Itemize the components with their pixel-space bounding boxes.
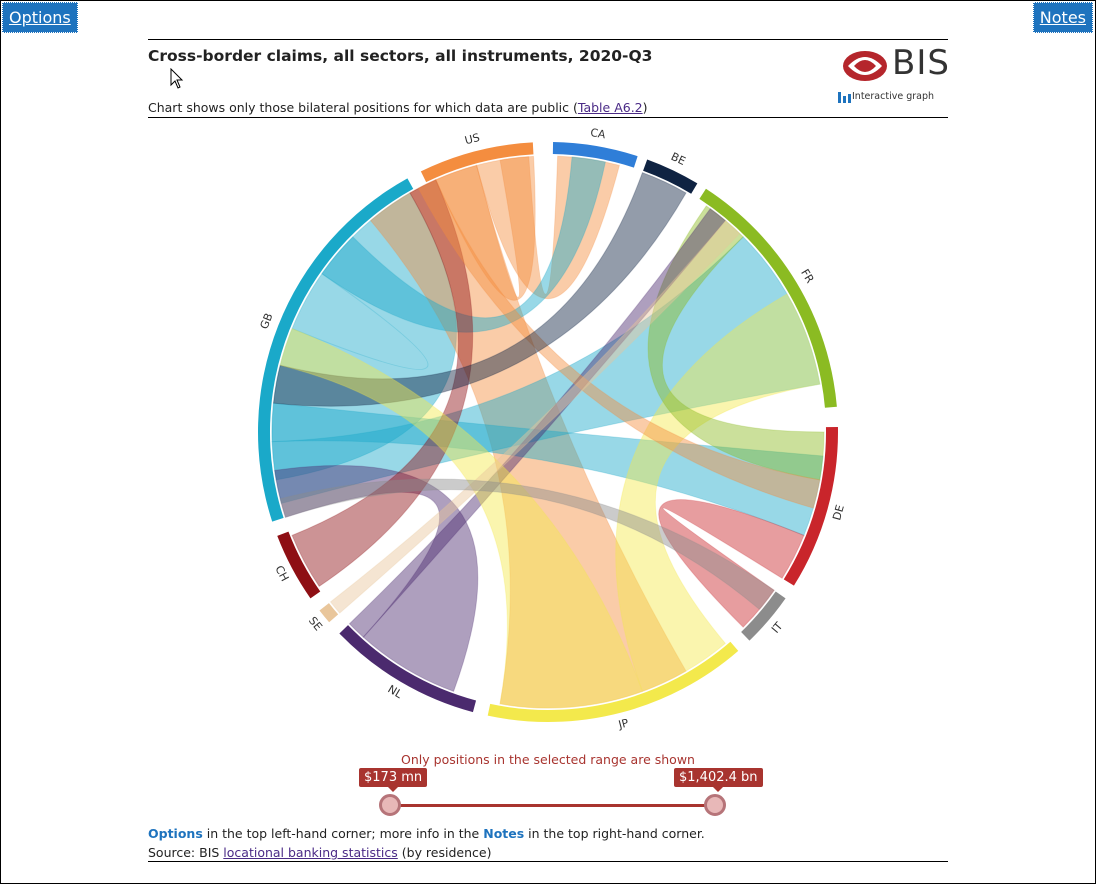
label-fr: FR [798,267,817,286]
ribbon-us-jp[interactable] [369,164,687,709]
mouse-cursor-icon [170,68,184,89]
range-caption: Only positions in the selected range are… [401,752,695,767]
arc-se[interactable] [319,603,339,623]
ribbon-gb-gb[interactable] [271,192,457,481]
bis-logo: BIS Interactive graph [838,43,950,110]
arc-fr[interactable] [699,188,837,408]
range-min-label: $173 mn [359,768,428,792]
footer-end: in the top right-hand corner. [524,826,705,841]
arc-ch[interactable] [277,531,321,599]
ribbon-us-us[interactable] [435,155,536,301]
interactive-graph-label: Interactive graph [852,91,935,102]
label-be: BE [669,150,688,168]
header-top-rule [148,39,948,40]
notes-button[interactable]: Notes [1032,2,1093,33]
chart-subtitle: Chart shows only those bilateral positio… [148,100,648,115]
footer-source: Source: BIS locational banking statistic… [148,845,491,860]
ribbon-ch-us[interactable] [291,179,474,588]
arc-gb[interactable] [258,178,414,522]
ribbon-jp-fr[interactable] [615,293,821,692]
arc-nl[interactable] [339,625,477,713]
arc-be[interactable] [643,159,698,194]
ribbon-gb-fr[interactable] [271,236,821,505]
footer-help: Options in the top left-hand corner; mor… [148,826,705,841]
label-de: DE [830,503,847,521]
ribbon-gb-ca[interactable] [321,156,606,333]
interactive-graph-icon [838,92,851,103]
footer-options-word: Options [148,826,203,841]
range-min-handle[interactable] [379,794,401,816]
source-prefix: Source: BIS [148,845,224,860]
arc-de[interactable] [783,426,838,586]
source-link[interactable]: locational banking statistics [223,845,398,860]
ribbon-nl-gb[interactable] [274,464,479,692]
range-max-handle[interactable] [704,794,726,816]
label-it: IT [769,620,786,636]
options-button[interactable]: Options [2,2,78,33]
header-bottom-rule [148,117,948,118]
chart-title: Cross-border claims, all sectors, all in… [148,47,653,65]
subtitle-text: Chart shows only those bilateral positio… [148,100,578,115]
ribbon-be-gb[interactable] [272,172,687,407]
arc-ca[interactable] [552,142,638,168]
ribbon-it-gb[interactable] [279,478,775,611]
range-track[interactable] [390,804,716,807]
arc-jp[interactable] [487,641,739,722]
ribbon-gb-de[interactable] [271,402,824,537]
label-gb: GB [258,311,276,331]
source-suffix: (by residence) [397,845,492,860]
arc-it[interactable] [741,591,786,641]
label-se: SE [306,614,325,633]
ribbon-us-ca[interactable] [475,155,621,299]
footer-rule [148,861,948,862]
range-max-label: $1,402.4 bn [674,768,763,792]
ribbon-se-fr[interactable] [329,219,741,614]
label-jp: JP [616,716,630,731]
bis-logo-text: BIS [892,43,950,83]
label-ca: CA [589,126,607,141]
ribbon-us-de[interactable] [417,179,821,509]
footer-mid: in the top left-hand corner; more info i… [202,826,484,841]
ribbon-nl-fr[interactable] [348,208,727,638]
label-us: US [463,131,481,147]
bis-logo-icon [843,51,887,81]
footer-notes-word: Notes [483,826,525,841]
table-link[interactable]: Table A6.2 [577,100,643,115]
subtitle-suffix: ) [642,100,648,115]
arc-us[interactable] [420,142,534,183]
ribbon-de-it[interactable] [658,499,805,628]
ribbon-jp-gb[interactable] [279,327,644,709]
ribbon-fr-de[interactable] [647,205,825,481]
label-ch: CH [272,563,291,583]
label-nl: NL [385,683,405,702]
